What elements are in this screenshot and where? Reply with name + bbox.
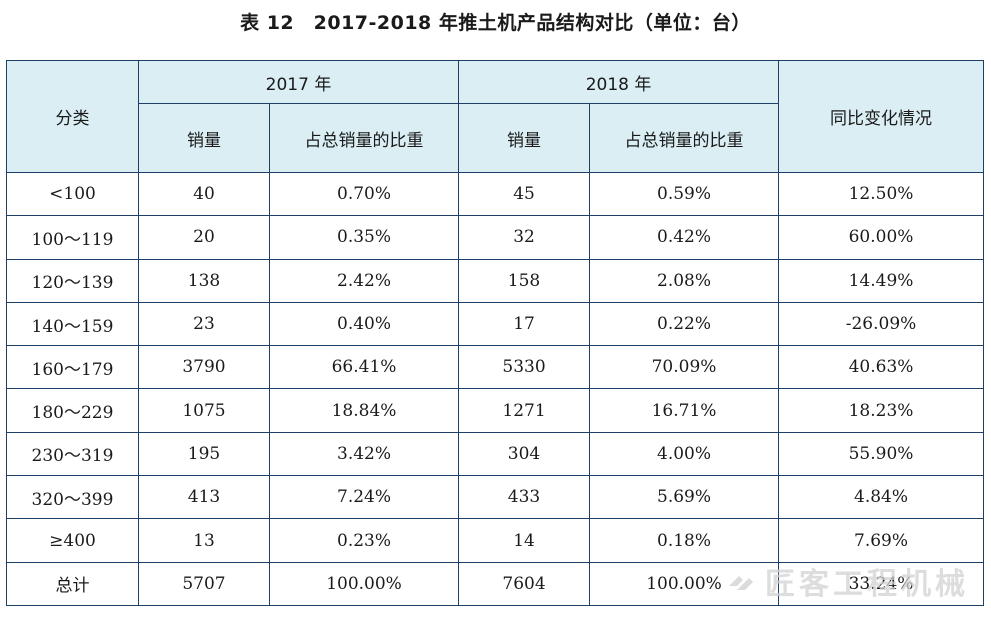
cell-category: ≥400 xyxy=(6,518,139,563)
cell-sales-2017: 1075 xyxy=(138,388,270,433)
table-row: 100～119 20 0.35% 32 0.42% 60.00% xyxy=(6,215,985,260)
cell-sales-2018: 45 xyxy=(458,171,591,217)
cell-share-2017: 100.00% xyxy=(268,561,460,606)
cell-sales-2017: 20 xyxy=(138,215,270,260)
table-row: <100 40 0.70% 45 0.59% 12.50% xyxy=(6,171,985,217)
header-sales-2018: 销量 xyxy=(458,103,591,173)
table-row: 120～139 138 2.42% 158 2.08% 14.49% xyxy=(6,258,985,303)
cell-sales-2018: 32 xyxy=(458,215,591,260)
header-year-2018: 2018 年 xyxy=(458,60,780,104)
cell-category: <100 xyxy=(6,171,139,217)
cell-sales-2018: 1271 xyxy=(458,388,591,433)
cell-sales-2018: 158 xyxy=(458,258,591,303)
header-row-metrics: 销量 占总销量的比重 销量 占总销量的比重 xyxy=(7,103,984,173)
cell-yoy: 40.63% xyxy=(778,345,985,390)
cell-yoy: 33.24% xyxy=(778,561,985,606)
cell-category: 120～139 xyxy=(6,258,139,303)
table-row: 320～399 413 7.24% 433 5.69% 4.84% xyxy=(6,475,985,520)
cell-sales-2017: 13 xyxy=(138,518,270,563)
cell-share-2018: 0.22% xyxy=(589,301,780,347)
table-row: 180～229 1075 18.84% 1271 16.71% 18.23% xyxy=(6,388,985,433)
product-structure-table: 分类 2017 年 2018 年 同比变化情况 销量 占总销量的比重 销量 占总… xyxy=(6,60,985,606)
table-title: 表 12 2017-2018 年推土机产品结构对比（单位：台） xyxy=(240,12,751,34)
cell-share-2017: 66.41% xyxy=(268,345,460,390)
cell-share-2018: 70.09% xyxy=(589,345,780,390)
cell-yoy: 14.49% xyxy=(778,258,985,303)
cell-category: 160～179 xyxy=(6,345,139,390)
cell-sales-2017: 3790 xyxy=(138,345,270,390)
cell-sales-2017: 23 xyxy=(138,301,270,347)
cell-category: 100～119 xyxy=(6,215,139,260)
header-year-2017: 2017 年 xyxy=(137,60,460,104)
header-row-years: 分类 2017 年 2018 年 同比变化情况 xyxy=(6,60,985,173)
cell-share-2017: 18.84% xyxy=(268,388,460,433)
cell-share-2017: 0.40% xyxy=(268,301,460,347)
header-share-2018: 占总销量的比重 xyxy=(589,103,780,173)
header-share-2017: 占总销量的比重 xyxy=(268,103,460,173)
cell-yoy: 7.69% xyxy=(778,518,985,563)
cell-share-2018: 0.59% xyxy=(589,171,780,217)
cell-sales-2017: 195 xyxy=(138,431,270,477)
table-row: 160～179 3790 66.41% 5330 70.09% 40.63% xyxy=(6,345,985,390)
cell-yoy: 60.00% xyxy=(778,215,985,260)
cell-share-2018: 4.00% xyxy=(589,431,780,477)
cell-share-2018: 2.08% xyxy=(589,258,780,303)
cell-yoy: 12.50% xyxy=(778,171,985,217)
cell-share-2017: 0.35% xyxy=(268,215,460,260)
header-yoy-change: 同比变化情况 xyxy=(778,60,985,173)
cell-share-2017: 0.70% xyxy=(268,171,460,217)
cell-yoy: 55.90% xyxy=(778,431,985,477)
cell-share-2017: 7.24% xyxy=(268,475,460,520)
cell-share-2018: 0.18% xyxy=(589,518,780,563)
cell-share-2018: 5.69% xyxy=(589,475,780,520)
cell-sales-2018: 5330 xyxy=(458,345,591,390)
cell-sales-2018: 14 xyxy=(458,518,591,563)
cell-sales-2017: 5707 xyxy=(138,561,270,606)
table-row: 140～159 23 0.40% 17 0.22% -26.09% xyxy=(6,301,985,347)
cell-sales-2017: 413 xyxy=(138,475,270,520)
cell-yoy: -26.09% xyxy=(778,301,985,347)
cell-sales-2018: 7604 xyxy=(458,561,591,606)
header-sales-2017: 销量 xyxy=(138,103,270,173)
cell-sales-2017: 40 xyxy=(138,171,270,217)
cell-share-2017: 0.23% xyxy=(268,518,460,563)
cell-share-2018: 100.00% xyxy=(589,561,780,606)
cell-sales-2018: 304 xyxy=(458,431,591,477)
table-row: ≥400 13 0.23% 14 0.18% 7.69% xyxy=(6,518,985,563)
cell-yoy: 18.23% xyxy=(778,388,985,433)
cell-category: 140～159 xyxy=(6,301,139,347)
cell-yoy: 4.84% xyxy=(778,475,985,520)
cell-share-2017: 2.42% xyxy=(268,258,460,303)
cell-category: 总计 xyxy=(6,561,139,606)
cell-sales-2018: 433 xyxy=(458,475,591,520)
cell-category: 230～319 xyxy=(6,431,139,477)
cell-sales-2017: 138 xyxy=(138,258,270,303)
cell-share-2018: 0.42% xyxy=(589,215,780,260)
cell-share-2017: 3.42% xyxy=(268,431,460,477)
cell-share-2018: 16.71% xyxy=(589,388,780,433)
table-row-total: 总计 5707 100.00% 7604 100.00% 33.24% xyxy=(6,561,985,606)
cell-category: 320～399 xyxy=(6,475,139,520)
cell-category: 180～229 xyxy=(6,388,139,433)
header-category: 分类 xyxy=(6,60,139,173)
cell-sales-2018: 17 xyxy=(458,301,591,347)
table-row: 230～319 195 3.42% 304 4.00% 55.90% xyxy=(6,431,985,477)
